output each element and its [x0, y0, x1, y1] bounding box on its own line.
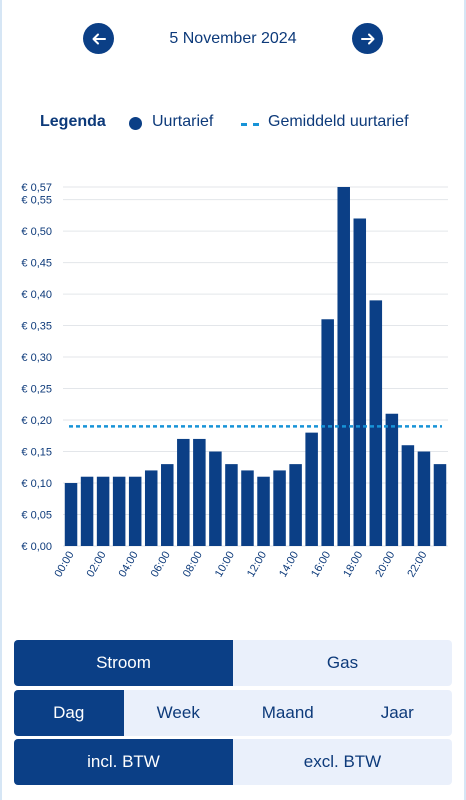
x-tick-label: 22:00 [405, 550, 429, 580]
bar-20:00[interactable] [385, 413, 399, 546]
energy-type-selector: Stroom Gas [14, 640, 452, 686]
period-option-week[interactable]: Week [156, 703, 200, 722]
bar-14:00[interactable] [289, 464, 302, 546]
y-tick-label: € 0,20 [21, 415, 52, 427]
y-tick-label: € 0,55 [21, 195, 52, 207]
price-bar-chart: € 0,00 € 0,05 € 0,10 € 0,15 € 0,20 € 0,25 € 0,… [21, 182, 448, 580]
bar-19:00[interactable] [369, 300, 383, 546]
y-tick-label: € 0,40 [21, 289, 52, 301]
x-tick-label: 08:00 [181, 550, 205, 580]
arrow-left-icon [92, 33, 106, 44]
x-tick-label: 20:00 [373, 550, 397, 580]
bar-06:00[interactable] [161, 464, 174, 546]
bar-22:00[interactable] [417, 451, 431, 546]
y-tick-label: € 0,00 [21, 541, 52, 553]
right-edge [464, 0, 466, 800]
bar-01:00[interactable] [80, 476, 94, 546]
legend-average-marker [241, 123, 259, 126]
bar-07:00[interactable] [177, 438, 190, 546]
bar-08:00[interactable] [193, 438, 206, 546]
left-edge [0, 0, 2, 800]
bar-18:00[interactable] [353, 218, 367, 547]
y-tick-label: € 0,10 [21, 478, 52, 490]
bar-11:00[interactable] [241, 470, 254, 546]
bar-00:00[interactable] [64, 483, 78, 546]
bar-02:00[interactable] [96, 476, 110, 546]
bar-15:00[interactable] [305, 432, 318, 546]
x-tick-label: 06:00 [149, 550, 173, 580]
y-tick-label: € 0,57 [21, 182, 52, 194]
bar-09:00[interactable] [209, 451, 222, 546]
legend-title: Legenda [40, 113, 106, 130]
y-tick-label: € 0,05 [21, 510, 52, 522]
vat-option-incl-btw[interactable]: incl. BTW [14, 739, 233, 785]
arrow-right-icon [360, 33, 374, 44]
bar-21:00[interactable] [401, 445, 415, 546]
period-option-dag[interactable]: Dag [14, 690, 124, 736]
date-navigator: 5 November 2024 [0, 22, 466, 56]
bar-03:00[interactable] [112, 476, 126, 546]
x-tick-label: 12:00 [245, 550, 269, 580]
bar-12:00[interactable] [257, 476, 270, 546]
bar-16:00[interactable] [321, 319, 334, 546]
y-tick-label: € 0,30 [21, 352, 52, 364]
x-tick-label: 18:00 [341, 550, 365, 580]
bar-17:00[interactable] [337, 187, 350, 546]
period-option-jaar[interactable]: Jaar [380, 703, 414, 722]
vat-selector: incl. BTW excl. BTW [14, 739, 452, 785]
current-date: 5 November 2024 [169, 30, 297, 47]
bar-05:00[interactable] [144, 470, 158, 546]
bar-23:00[interactable] [433, 464, 447, 546]
x-tick-label: 04:00 [117, 550, 141, 580]
x-tick-label: 02:00 [85, 550, 109, 580]
x-tick-label: 10:00 [213, 550, 237, 580]
energy-option-gas[interactable]: Gas [326, 653, 359, 672]
x-tick-label: 16:00 [309, 550, 333, 580]
bar-13:00[interactable] [273, 470, 286, 546]
next-day-button[interactable] [352, 23, 383, 54]
bar-10:00[interactable] [225, 464, 238, 546]
legend-uurtarief-label: Uurtarief [152, 113, 214, 130]
legend-average-label: Gemiddeld uurtarief [268, 113, 409, 130]
x-tick-label: 14:00 [277, 550, 301, 580]
energy-option-stroom[interactable]: Stroom [14, 640, 233, 686]
x-tick-label: 00:00 [52, 550, 76, 580]
y-tick-label: € 0,25 [21, 384, 52, 396]
period-selector: Dag Week Maand Jaar [14, 690, 452, 736]
bar-04:00[interactable] [128, 476, 142, 546]
chart-legend: Legenda Uurtarief Gemiddeld uurtarief [0, 113, 466, 135]
y-tick-label: € 0,15 [21, 447, 52, 459]
y-tick-label: € 0,45 [21, 258, 52, 270]
period-option-maand[interactable]: Maand [261, 703, 314, 722]
previous-day-button[interactable] [83, 23, 114, 54]
vat-option-excl-btw[interactable]: excl. BTW [303, 752, 382, 771]
y-tick-label: € 0,50 [21, 226, 52, 238]
legend-uurtarief-marker [129, 117, 142, 130]
y-tick-label: € 0,35 [21, 321, 52, 333]
